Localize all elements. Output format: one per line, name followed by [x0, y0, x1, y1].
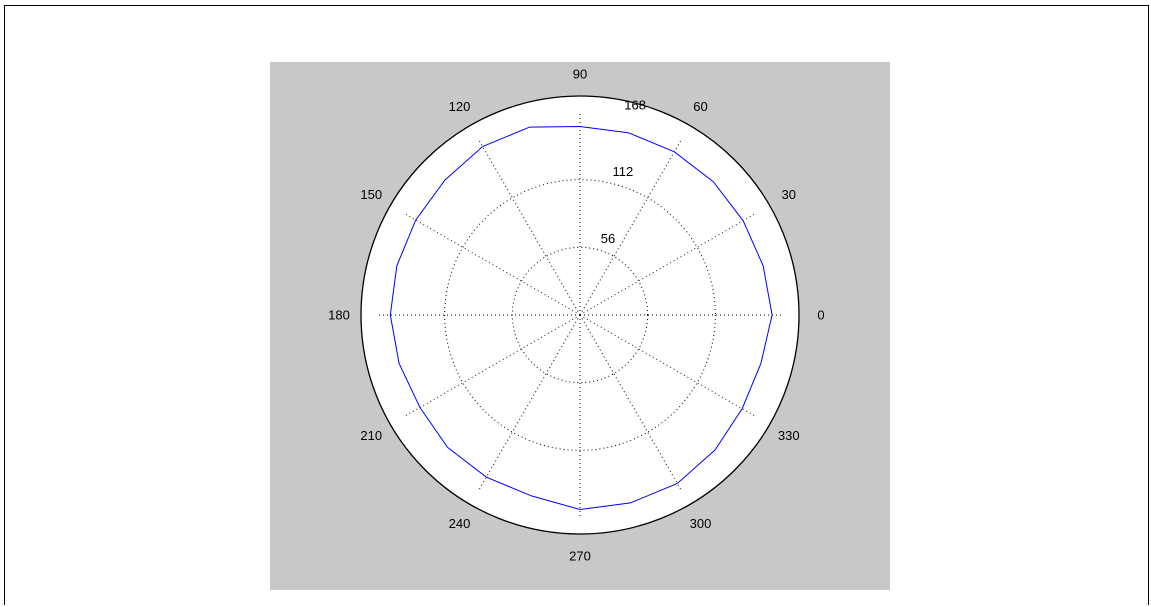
angle-label-300: 300 [690, 516, 712, 531]
angle-label-180: 180 [328, 308, 350, 323]
angle-label-330: 330 [778, 428, 800, 443]
radial-label-168: 168 [624, 98, 646, 113]
tick-labels: 0 30 60 90 120 150 180 210 240 270 300 330 56 112 168 [328, 67, 824, 564]
angle-label-30: 30 [781, 187, 795, 202]
angle-label-60: 60 [693, 99, 707, 114]
grid-ring-56 [511, 246, 649, 384]
radial-label-56: 56 [601, 231, 615, 246]
angle-label-120: 120 [449, 99, 471, 114]
radial-label-112: 112 [613, 164, 634, 179]
angle-label-240: 240 [449, 516, 471, 531]
outer-ring [360, 95, 800, 535]
polar-grid [361, 96, 799, 534]
angle-label-150: 150 [360, 187, 382, 202]
angle-label-210: 210 [360, 428, 382, 443]
angle-label-90: 90 [573, 67, 587, 82]
angle-label-0: 0 [817, 308, 824, 323]
grid-ring-112 [444, 179, 716, 451]
series-layer [389, 125, 773, 511]
figure-frame [4, 5, 1149, 605]
series-line-0 [389, 125, 773, 511]
angle-label-270: 270 [569, 549, 591, 564]
